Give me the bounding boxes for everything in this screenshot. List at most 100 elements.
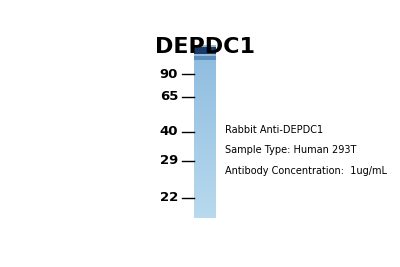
Text: 65: 65 (160, 90, 178, 103)
Bar (194, 83, 216, 85)
Bar (194, 166, 216, 168)
Bar (194, 95, 216, 97)
Bar (194, 102, 216, 104)
Text: 40: 40 (160, 125, 178, 138)
Bar (194, 123, 216, 125)
Text: Antibody Concentration:  1ug/mL: Antibody Concentration: 1ug/mL (225, 166, 387, 176)
Bar (194, 81, 216, 83)
Bar (194, 126, 216, 128)
Bar (194, 214, 216, 216)
Bar (194, 76, 216, 78)
Bar (194, 62, 216, 64)
Bar (194, 111, 216, 113)
Bar (194, 107, 216, 109)
Bar (194, 56, 216, 60)
Bar (194, 185, 216, 187)
Bar (194, 192, 216, 194)
Bar (194, 180, 216, 182)
Bar (194, 183, 216, 185)
Bar (194, 213, 216, 215)
Bar (194, 48, 216, 54)
Bar (194, 150, 216, 152)
Bar (194, 80, 216, 82)
Bar (194, 50, 216, 52)
Bar (194, 66, 216, 68)
Bar (194, 211, 216, 213)
Bar (194, 129, 216, 132)
Text: 90: 90 (160, 68, 178, 81)
Bar (194, 171, 216, 173)
Bar (194, 202, 216, 204)
Bar (194, 157, 216, 159)
Bar (194, 135, 216, 137)
Bar (194, 216, 216, 218)
Bar (194, 74, 216, 76)
Bar (194, 54, 216, 56)
Bar (194, 131, 216, 134)
Bar (194, 97, 216, 99)
Bar (194, 48, 216, 50)
Bar (194, 164, 216, 166)
Bar (194, 195, 216, 197)
Bar (194, 194, 216, 196)
Bar (194, 100, 216, 102)
Bar (194, 140, 216, 142)
Bar (194, 114, 216, 116)
Bar (194, 149, 216, 151)
Bar (194, 78, 216, 80)
Bar (194, 204, 216, 206)
Bar (194, 59, 216, 61)
Bar (194, 45, 216, 47)
Text: Rabbit Anti-DEPDC1: Rabbit Anti-DEPDC1 (225, 125, 323, 135)
Bar (194, 69, 216, 71)
Bar (194, 154, 216, 156)
Bar (194, 176, 216, 178)
Bar (194, 181, 216, 183)
Bar (194, 112, 216, 115)
Bar (194, 93, 216, 96)
Bar (194, 159, 216, 161)
Bar (194, 121, 216, 123)
Bar (194, 188, 216, 190)
Text: 29: 29 (160, 154, 178, 167)
Bar (194, 104, 216, 106)
Bar (194, 190, 216, 192)
Bar (194, 138, 216, 140)
Bar (194, 105, 216, 108)
Bar (194, 152, 216, 154)
Bar (194, 71, 216, 73)
Bar (194, 155, 216, 158)
Text: Sample Type: Human 293T: Sample Type: Human 293T (225, 145, 356, 155)
Bar (194, 143, 216, 146)
Bar (194, 142, 216, 144)
Bar (194, 209, 216, 211)
Bar (194, 119, 216, 121)
Bar (194, 128, 216, 130)
Bar (194, 64, 216, 66)
Bar (194, 55, 216, 57)
Bar (194, 124, 216, 127)
Text: DEPDC1: DEPDC1 (155, 37, 255, 57)
Text: 22: 22 (160, 191, 178, 204)
Bar (194, 187, 216, 189)
Bar (194, 178, 216, 180)
Bar (194, 161, 216, 163)
Bar (194, 197, 216, 199)
Bar (194, 73, 216, 75)
Bar (194, 117, 216, 120)
Bar (194, 133, 216, 135)
Bar (194, 57, 216, 59)
Bar (194, 61, 216, 63)
Bar (194, 199, 216, 201)
Bar (194, 88, 216, 90)
Bar (194, 207, 216, 210)
Bar (194, 162, 216, 164)
Bar (194, 99, 216, 101)
Bar (194, 116, 216, 118)
Bar (194, 206, 216, 208)
Bar (194, 92, 216, 94)
Bar (194, 173, 216, 175)
Bar (194, 147, 216, 149)
Bar (194, 85, 216, 87)
Bar (194, 87, 216, 89)
